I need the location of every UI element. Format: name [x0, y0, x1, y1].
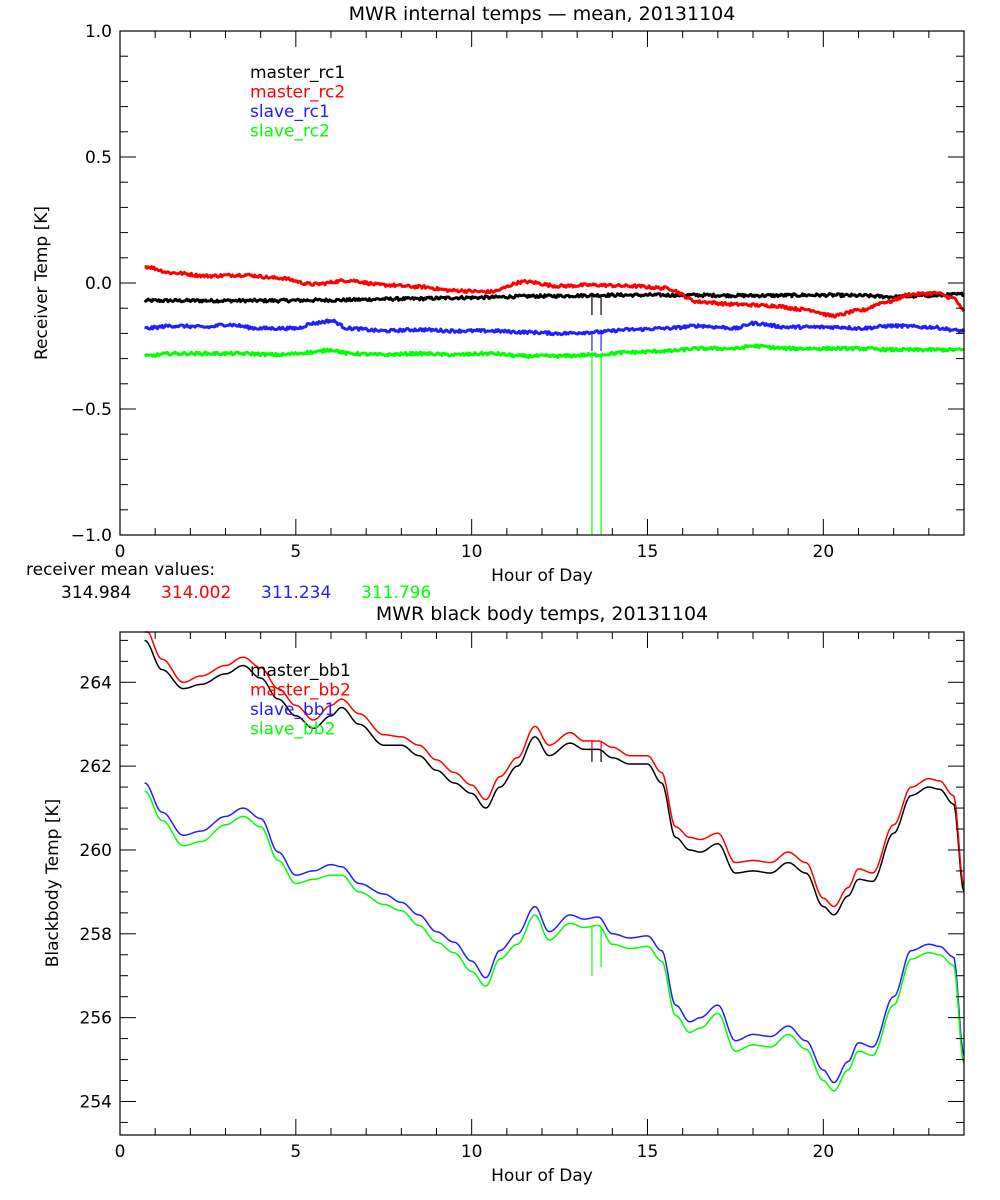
- y-axis-label: Blackbody Temp [K]: [43, 799, 63, 968]
- y-tick-label: 1.0: [85, 22, 112, 42]
- x-tick-label: 0: [115, 1142, 126, 1162]
- receiver-mean-master-rc1: 314.984: [61, 583, 131, 603]
- legend-entry-slave-rc2: slave_rc2: [250, 122, 330, 142]
- series-group: [143, 265, 966, 535]
- series-group: [144, 631, 965, 1092]
- y-tick-label: 262: [80, 757, 112, 777]
- x-tick-label: 10: [461, 1142, 483, 1162]
- legend-entry-master-bb2: master_bb2: [250, 681, 351, 701]
- series-line-slave-rc2: [143, 343, 965, 360]
- y-tick-label: 258: [80, 925, 112, 945]
- y-tick-label: 256: [80, 1009, 112, 1029]
- y-tick-label: 0.5: [85, 148, 112, 168]
- y-tick-label: 260: [80, 841, 112, 861]
- series-line-slave-bb1: [144, 782, 965, 1084]
- blackbody-temp-chart: MWR black body temps, 20131104 Hour of D…: [43, 603, 965, 1186]
- series-line-master-bb1: [144, 639, 965, 916]
- legend-entry-slave-bb2: slave_bb2: [250, 720, 335, 740]
- x-tick-label: 0: [115, 542, 126, 562]
- receiver-mean-slave-rc2: 311.796: [361, 583, 431, 603]
- series-line-slave-rc1: [144, 318, 966, 337]
- y-axis-label: Receiver Temp [K]: [32, 206, 52, 360]
- x-tick-label: 10: [461, 542, 483, 562]
- legend-entry-master-rc1: master_rc1: [250, 63, 345, 83]
- x-tick-label: 15: [637, 1142, 659, 1162]
- legend-entry-slave-rc1: slave_rc1: [250, 102, 330, 122]
- legend-entry-slave-bb1: slave_bb1: [250, 700, 335, 720]
- y-tick-label: −1.0: [71, 526, 112, 546]
- axes: 0 5 10 15 20 1.0 0.5 0.0 −0.5 −1.0: [71, 22, 965, 562]
- series-line-master-bb2: [144, 631, 965, 908]
- series-line-master-rc1: [143, 291, 965, 304]
- y-tick-label: 0.0: [85, 274, 112, 294]
- y-tick-label: −0.5: [71, 400, 112, 420]
- series-line-master-rc2: [144, 265, 966, 319]
- receiver-mean-master-rc2: 314.002: [161, 583, 231, 603]
- x-tick-label: 20: [813, 1142, 835, 1162]
- receiver-mean-slave-rc1: 311.234: [261, 583, 331, 603]
- x-axis-label: Hour of Day: [491, 1166, 593, 1186]
- series-line-slave-bb2: [144, 790, 965, 1092]
- plot-frame: [119, 631, 965, 1136]
- chart-title: MWR black body temps, 20131104: [376, 603, 708, 625]
- receiver-means-label: receiver mean values:: [26, 560, 215, 580]
- x-tick-label: 20: [813, 542, 835, 562]
- x-tick-label: 15: [637, 542, 659, 562]
- legend-entry-master-rc2: master_rc2: [250, 83, 345, 103]
- y-tick-label: 264: [80, 673, 112, 693]
- x-tick-label: 5: [290, 542, 301, 562]
- receiver-temp-chart: MWR internal temps — mean, 20131104 Hour…: [32, 3, 966, 586]
- plot-frame: [119, 30, 965, 536]
- x-tick-label: 5: [290, 1142, 301, 1162]
- legend-entry-master-bb1: master_bb1: [250, 661, 351, 681]
- chart-title: MWR internal temps — mean, 20131104: [349, 3, 736, 25]
- receiver-mean-values: receiver mean values: 314.984 314.002 31…: [26, 560, 431, 603]
- axes: 0 5 10 15 20 254 256 258 260 262 264: [80, 631, 965, 1162]
- y-tick-label: 254: [80, 1092, 112, 1112]
- x-axis-label: Hour of Day: [491, 566, 593, 586]
